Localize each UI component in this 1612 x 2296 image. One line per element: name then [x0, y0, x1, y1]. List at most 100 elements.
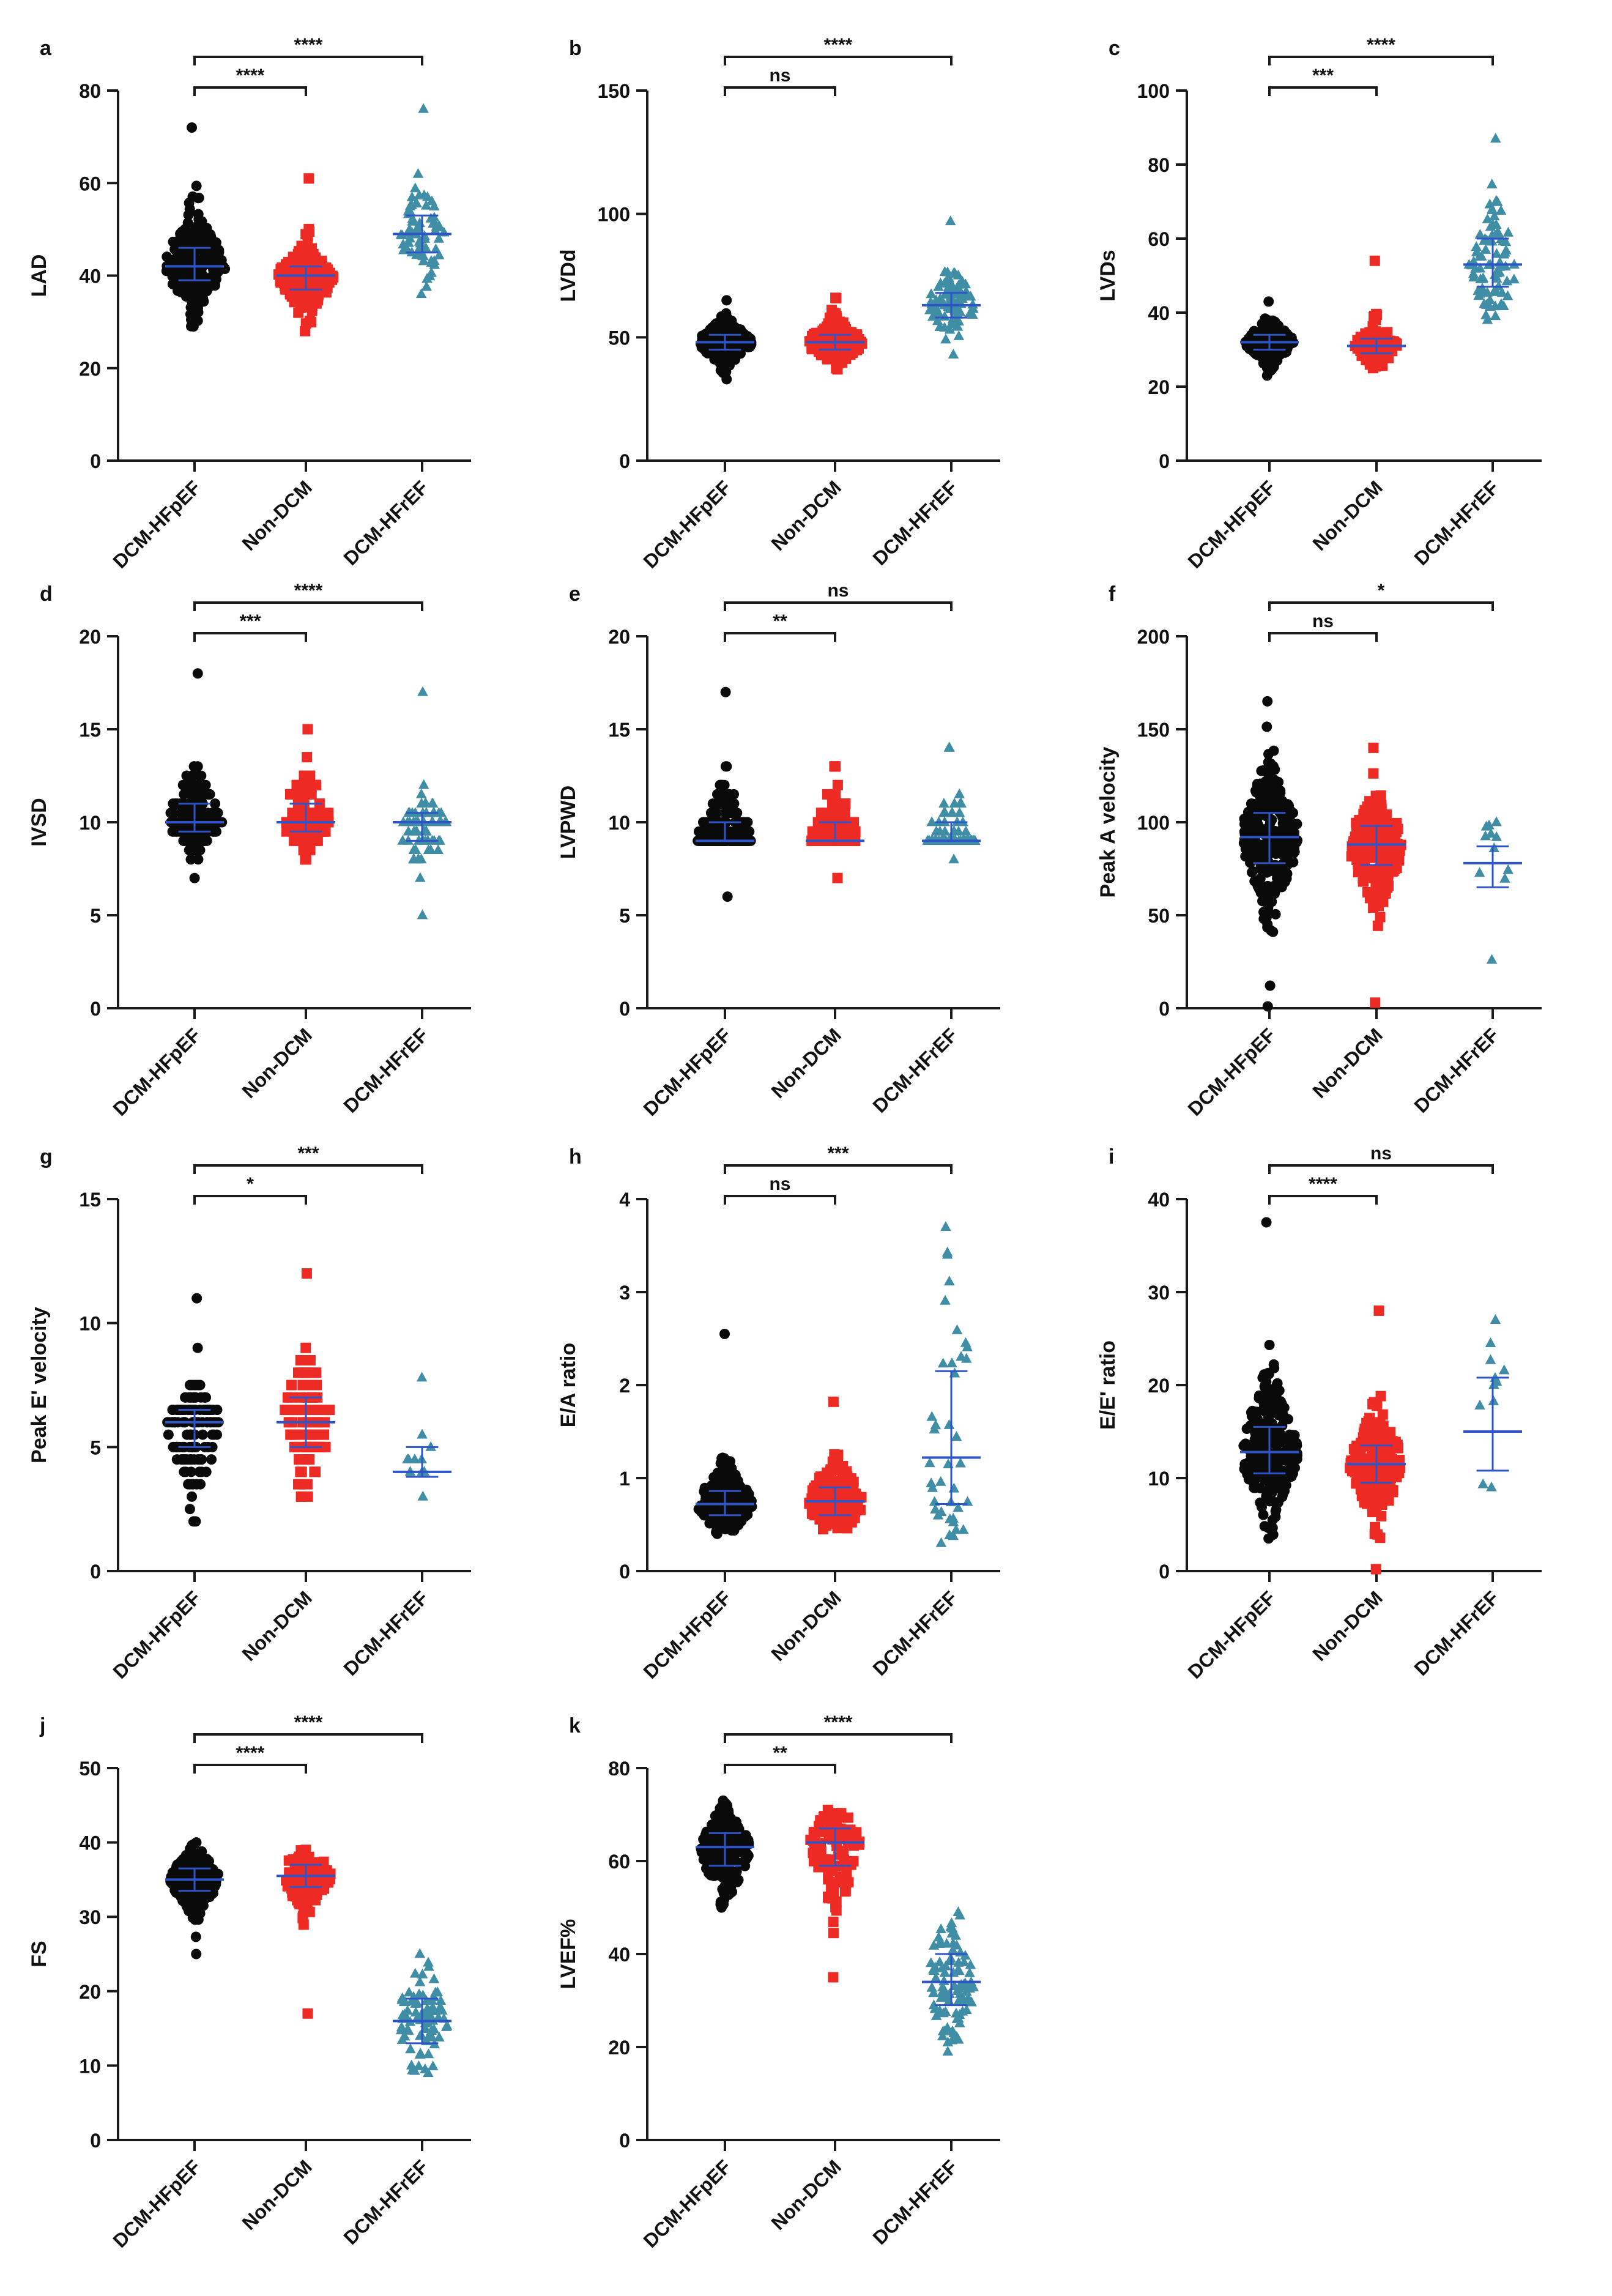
panel-i-point: [1378, 1454, 1389, 1465]
panel-i-point: [1386, 1485, 1397, 1496]
panel-f-point: [1245, 857, 1256, 868]
panel-g-point: [409, 1454, 420, 1463]
panel-f-point: [1491, 831, 1502, 841]
panel-i-xtick-label: Non-DCM: [1308, 1586, 1387, 1665]
panel-f-letter: f: [1109, 582, 1116, 606]
panel-g-point: [168, 1441, 179, 1452]
panel-h-point: [825, 1518, 836, 1529]
panel-a-point: [429, 212, 440, 222]
panel-h-point: [951, 1431, 962, 1441]
panel-b-point: [831, 292, 842, 303]
panel-h-series-DCM-HFpEF: [693, 1328, 757, 1539]
panel-h-significance-bracket: [724, 1195, 836, 1205]
panel-j-point: [440, 2021, 452, 2031]
panel-h-point: [741, 1504, 752, 1515]
panel-f-point: [1247, 867, 1258, 878]
panel-h-point: [935, 1476, 946, 1486]
panel-a-point: [295, 288, 306, 299]
panel-i-point: [1242, 1469, 1253, 1480]
panel-g-point: [195, 1380, 206, 1391]
panel-f-point: [1484, 819, 1495, 830]
panel-j-significance-bracket: [193, 1733, 423, 1743]
panel-h-point: [852, 1504, 863, 1515]
panel-j-series-DCM-HFpEF: [165, 1837, 224, 1960]
panel-e-letter: e: [569, 582, 581, 606]
panel-g-point: [295, 1491, 306, 1502]
panel-g-point: [286, 1380, 297, 1391]
panel-c-significance-label: ***: [1312, 65, 1334, 86]
panel-d-point: [181, 770, 192, 781]
panel-a-point: [185, 270, 196, 281]
panel-f-point: [1291, 819, 1302, 830]
panel-b-point: [699, 332, 710, 343]
panel-c-point: [1491, 219, 1502, 229]
panel-j-ytick-label: 30: [79, 1906, 101, 1928]
panel-f-point: [1375, 912, 1386, 923]
panel-j-xtick-label: DCM-HFrEF: [340, 2155, 433, 2248]
panel-c-point: [1490, 310, 1501, 321]
panel-c-point: [1499, 247, 1510, 257]
panel-j-point: [417, 1968, 428, 1978]
panel-h-point: [717, 1452, 728, 1463]
panel-d-letter: d: [40, 582, 53, 606]
panel-e-point: [939, 825, 951, 836]
panel-h-point: [711, 1525, 722, 1536]
panel-g-ytick-label: 15: [79, 1189, 101, 1211]
panel-b-significance-label: ns: [769, 65, 790, 86]
panel-j-point: [426, 2031, 437, 2042]
panel-a-point: [180, 291, 191, 302]
panel-g-point: [188, 1479, 199, 1490]
panel-b-point: [834, 318, 845, 329]
panel-d-point: [184, 835, 195, 846]
panel-j-point: [427, 2001, 439, 2012]
panel-f-point: [1381, 826, 1392, 837]
panel-e-series-DCM-HFrEF: [922, 741, 981, 864]
panel-a-point: [418, 103, 429, 113]
panel-j-point: [403, 1986, 415, 1997]
panel-f-point: [1251, 809, 1262, 820]
panel-g-point: [297, 1380, 308, 1391]
panel-i-point: [1268, 1359, 1279, 1370]
panel-a-point: [433, 232, 445, 243]
panel-j-point: [414, 1948, 426, 1958]
panel-e-point: [720, 686, 731, 697]
panel-j-significance-label: ****: [294, 1712, 323, 1733]
panel-g-point: [301, 1454, 312, 1465]
panel-e-point: [833, 798, 844, 809]
panel-i-point: [1352, 1450, 1363, 1461]
panel-d-point: [199, 808, 210, 819]
panel-d-point: [305, 770, 316, 781]
panel-d-point: [194, 835, 205, 846]
panel-c-point: [1490, 284, 1502, 295]
panel-h-ytick-label: 1: [619, 1468, 630, 1490]
panel-i-ytick-label: 0: [1159, 1561, 1170, 1583]
panel-c-point: [1502, 226, 1514, 237]
panel-h-point: [955, 1457, 966, 1468]
panel-b-point: [825, 324, 836, 335]
panel-b-point: [953, 315, 965, 325]
panel-h-point: [940, 1295, 951, 1305]
panel-i-point: [1382, 1466, 1393, 1477]
panel-e-point: [722, 798, 733, 809]
panel-a-point: [292, 248, 303, 259]
panel-e-point: [953, 825, 964, 836]
panel-a-series-Non-DCM: [273, 173, 339, 336]
panel-f-point: [1255, 873, 1266, 884]
panel-e-point: [730, 826, 741, 837]
panel-j-point: [422, 2010, 434, 2021]
panel-i-letter: i: [1109, 1145, 1114, 1168]
panel-g-point: [282, 1392, 293, 1403]
panel-f-point: [1270, 908, 1281, 920]
panel-a-letter: a: [40, 37, 52, 60]
panel-h-point: [816, 1500, 827, 1511]
panel-e-point: [930, 825, 942, 836]
panel-c-series-Non-DCM: [1350, 255, 1402, 374]
panel-e-point: [946, 807, 958, 817]
panel-i-point: [1376, 1510, 1387, 1521]
panel-d-point: [185, 854, 196, 865]
panel-e-point: [926, 816, 937, 827]
panel-j-point: [398, 1996, 410, 2006]
panel-i-point: [1485, 1337, 1496, 1347]
